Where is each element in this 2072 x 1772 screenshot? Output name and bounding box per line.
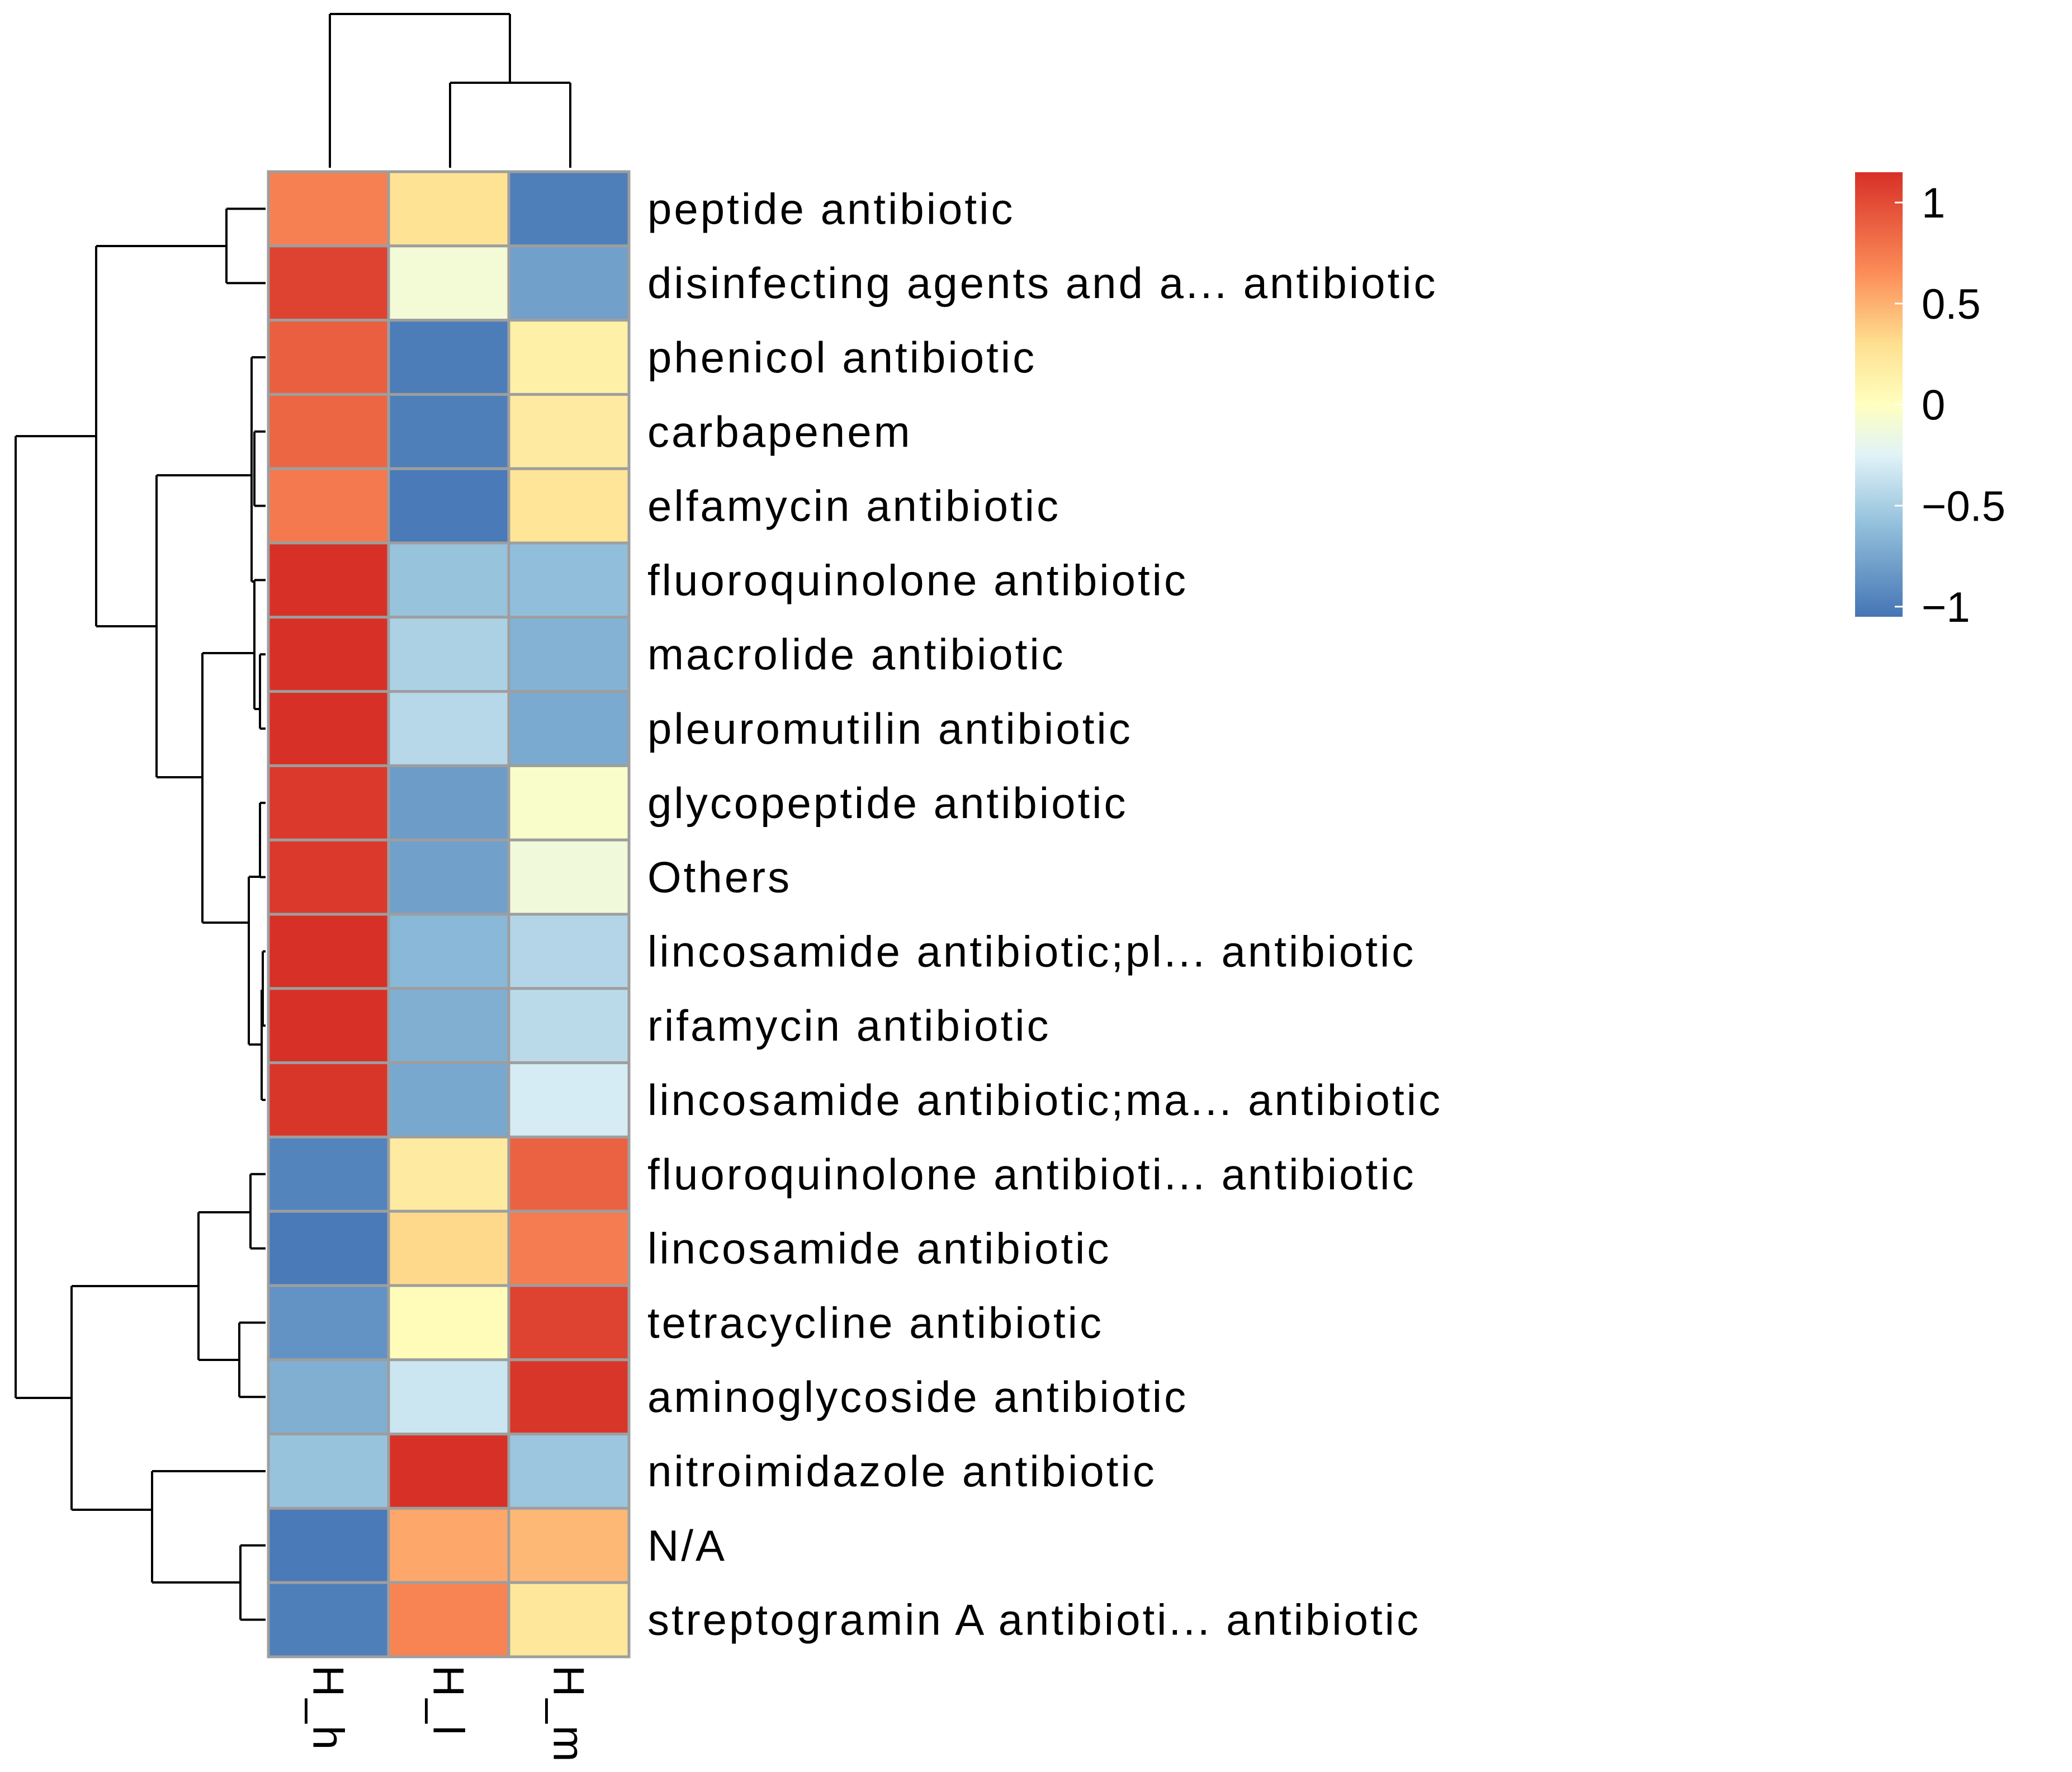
heatmap-cell (267, 1061, 390, 1138)
heatmap-cell (267, 1506, 390, 1584)
row-label: Others (647, 853, 792, 902)
row-label: rifamycin antibiotic (647, 1001, 1051, 1050)
heatmap-cell (507, 987, 631, 1065)
heatmap-cell (387, 467, 510, 545)
column-dendrogram (329, 13, 571, 168)
heatmap-cell (507, 616, 631, 693)
heatmap-cell (267, 1581, 390, 1658)
column-labels: H_h H_l H_m (304, 1665, 594, 1764)
heatmap-cell (267, 838, 390, 916)
heatmap-cells (267, 170, 631, 1658)
heatmap-cell (507, 1284, 631, 1362)
row-label: nitroimidazole antibiotic (647, 1447, 1157, 1496)
row-label: macrolide antibiotic (647, 630, 1066, 679)
column-label: H_m (545, 1665, 594, 1764)
column-label: H_l (424, 1665, 474, 1737)
heatmap-cell (507, 541, 631, 619)
heatmap-cell (267, 1284, 390, 1362)
row-labels: peptide antibiotic disinfecting agents an… (647, 184, 1442, 1645)
heatmap-cell (387, 319, 510, 396)
row-label: streptogramin A antibioti... antibiotic (647, 1595, 1421, 1645)
heatmap-cell (267, 764, 390, 842)
row-label: N/A (647, 1521, 727, 1570)
heatmap-cell (267, 467, 390, 545)
column-label: H_h (304, 1665, 353, 1752)
heatmap-cell (507, 1506, 631, 1584)
heatmap-cell (507, 1209, 631, 1287)
heatmap-cell (387, 1433, 510, 1510)
row-label: phenicol antibiotic (647, 333, 1037, 382)
heatmap-cell (267, 170, 390, 248)
heatmap-cell (387, 1358, 510, 1436)
heatmap-cell (507, 393, 631, 470)
row-label: peptide antibiotic (647, 184, 1015, 233)
heatmap-cell (267, 393, 390, 470)
row-label: lincosamide antibiotic;pl... antibiotic (647, 927, 1416, 976)
heatmap-cell (507, 467, 631, 545)
heatmap-cell (267, 690, 390, 767)
heatmap-cell (387, 987, 510, 1065)
heatmap-cell (267, 319, 390, 396)
heatmap-cell (507, 1433, 631, 1510)
heatmap-cell (387, 170, 510, 248)
heatmap-cell (507, 690, 631, 767)
row-label: lincosamide antibiotic;ma... antibiotic (647, 1075, 1442, 1124)
heatmap-cell (267, 541, 390, 619)
heatmap-cell (387, 1061, 510, 1138)
heatmap-cell (387, 764, 510, 842)
row-label: fluoroquinolone antibioti... antibiotic (647, 1150, 1416, 1199)
heatmap-cell (507, 1061, 631, 1138)
heatmap-cell (387, 838, 510, 916)
color-legend: 1 0.5 0 −0.5 −1 (1855, 172, 2005, 631)
heatmap-cell (387, 1135, 510, 1213)
row-dendrogram (15, 207, 266, 1621)
heatmap-cell (507, 1358, 631, 1436)
heatmap-cell (267, 1433, 390, 1510)
heatmap-cell (267, 1358, 390, 1436)
heatmap-cell (267, 244, 390, 322)
legend-tick-label: 1 (1922, 179, 1945, 227)
legend-tick-label: −1 (1922, 584, 1970, 631)
row-label: fluoroquinolone antibiotic (647, 555, 1188, 604)
row-label: tetracycline antibiotic (647, 1298, 1104, 1347)
heatmap-cell (267, 1209, 390, 1287)
heatmap-cell (387, 1506, 510, 1584)
legend-tick-label: −0.5 (1922, 483, 2005, 530)
row-label: elfamycin antibiotic (647, 481, 1061, 531)
heatmap-cell (387, 244, 510, 322)
row-label: glycopeptide antibiotic (647, 778, 1128, 828)
heatmap-cell (387, 541, 510, 619)
heatmap-cell (387, 616, 510, 693)
heatmap-cell (267, 987, 390, 1065)
row-label: disinfecting agents and a... antibiotic (647, 258, 1437, 308)
heatmap-cell (387, 1209, 510, 1287)
heatmap-cell (387, 393, 510, 470)
heatmap-cell (387, 1284, 510, 1362)
heatmap-cell (507, 319, 631, 396)
legend-tick-label: 0.5 (1922, 281, 1981, 328)
heatmap-cell (507, 1581, 631, 1658)
heatmap-cell (507, 913, 631, 990)
heatmap-cell (267, 616, 390, 693)
legend-colorbar (1855, 172, 1903, 617)
heatmap-cell (507, 764, 631, 842)
heatmap-cell (387, 690, 510, 767)
heatmap-cell (387, 1581, 510, 1658)
heatmap-cell (507, 838, 631, 916)
row-label: aminoglycoside antibiotic (647, 1372, 1188, 1421)
heatmap-cell (507, 170, 631, 248)
row-label: lincosamide antibiotic (647, 1224, 1111, 1273)
heatmap-cell (507, 244, 631, 322)
row-label: pleuromutilin antibiotic (647, 704, 1133, 753)
row-label: carbapenem (647, 407, 912, 456)
heatmap-cell (387, 913, 510, 990)
heatmap-cell (267, 913, 390, 990)
heatmap-cell (267, 1135, 390, 1213)
legend-tick-label: 0 (1922, 382, 1945, 429)
heatmap-cell (507, 1135, 631, 1213)
